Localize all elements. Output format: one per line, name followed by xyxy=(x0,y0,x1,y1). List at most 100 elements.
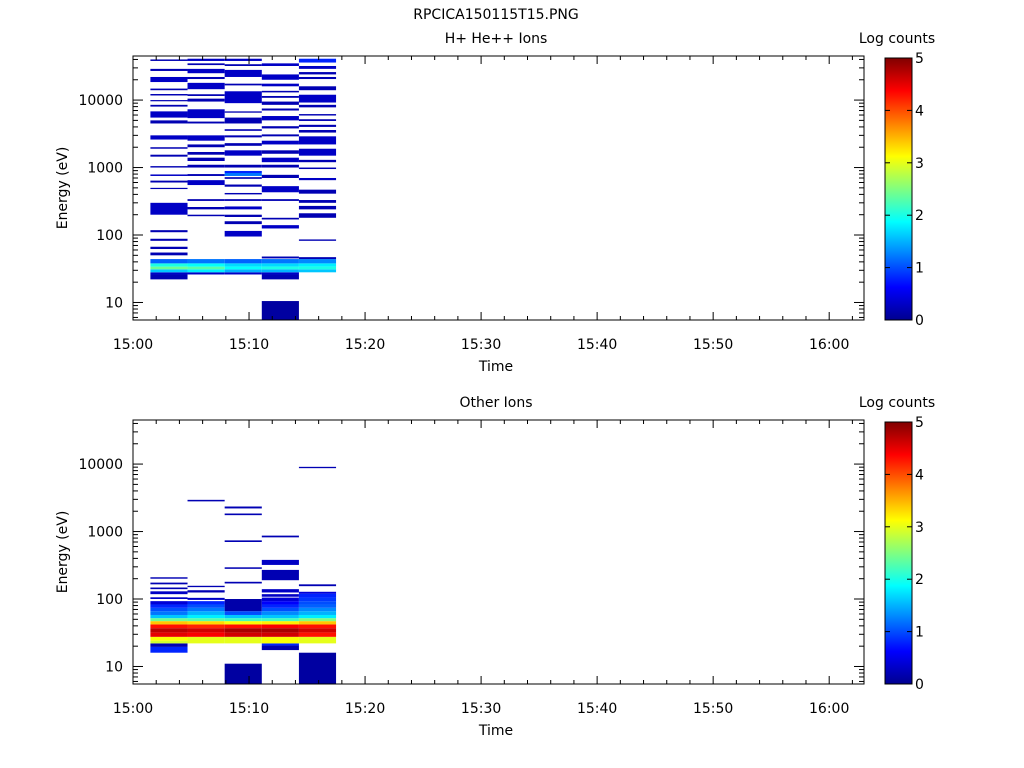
heatmap-cell xyxy=(187,174,225,176)
heatmap-cell xyxy=(224,64,262,66)
colorbar-tick-label: 3 xyxy=(915,156,924,172)
colorbar: 0 1 2 3 4 5 xyxy=(884,415,924,693)
heatmap-cell xyxy=(298,618,337,622)
heatmap-cell xyxy=(224,69,262,77)
heatmap-cell xyxy=(150,646,188,653)
heatmap-cell xyxy=(298,86,337,91)
x-tick-label: 15:20 xyxy=(345,701,385,717)
y-axis-label: Energy (eV) xyxy=(55,511,71,594)
heatmap-cell xyxy=(261,618,299,622)
heatmap-cell xyxy=(298,213,337,218)
heatmap-cell xyxy=(150,582,188,585)
heatmap-cell xyxy=(261,186,299,193)
heatmap-cell xyxy=(261,90,299,93)
heatmap-cell xyxy=(150,618,188,622)
heatmap-cell xyxy=(150,147,188,149)
heatmap-cell xyxy=(187,601,225,605)
heatmap-cell xyxy=(224,199,262,201)
heatmap-cell xyxy=(187,58,225,61)
heatmap-cell xyxy=(261,645,299,651)
heatmap-cell xyxy=(224,540,262,542)
heatmap-cell xyxy=(187,590,225,593)
heatmap-cell xyxy=(261,607,299,612)
heatmap-cell xyxy=(224,111,262,113)
heatmap-cell xyxy=(261,140,299,145)
heatmap-cell xyxy=(261,266,299,270)
heatmap-cell xyxy=(187,151,225,155)
heatmap-cell xyxy=(150,111,188,118)
heatmap-cell xyxy=(187,144,225,148)
heatmap-cell xyxy=(150,591,188,595)
heatmap-cell xyxy=(224,259,262,264)
heatmap-cell xyxy=(224,636,262,644)
heatmap-cell xyxy=(150,632,188,637)
heatmap-cell xyxy=(261,535,299,538)
heatmap-cell xyxy=(150,621,188,625)
heatmap-cell xyxy=(298,652,337,684)
y-tick-label: 10000 xyxy=(78,93,123,109)
heatmap-cell xyxy=(298,136,337,145)
x-axis-label: Time xyxy=(478,723,513,739)
heatmap-cell xyxy=(150,624,188,629)
heatmap-cell xyxy=(187,585,225,588)
heatmap-cell xyxy=(150,166,188,168)
heatmap-cell xyxy=(261,259,299,264)
heatmap-cell xyxy=(187,621,225,625)
heatmap-cell xyxy=(224,184,262,187)
heatmap-cell xyxy=(298,94,337,103)
heatmap-cell xyxy=(187,614,225,619)
heatmap-cell xyxy=(224,632,262,637)
heatmap-cell xyxy=(187,272,225,275)
y-axis-label: Energy (eV) xyxy=(55,147,71,230)
heatmap-cell xyxy=(261,174,299,178)
colorbar-tick-label: 4 xyxy=(915,467,924,483)
x-tick-label: 15:10 xyxy=(229,701,269,717)
heatmap-cell xyxy=(261,611,299,615)
x-tick-label: 16:00 xyxy=(809,337,849,353)
y-tick-label: 10 xyxy=(105,295,123,311)
heatmap-cell xyxy=(298,119,337,121)
heatmap-cell xyxy=(187,611,225,615)
heatmap-cell xyxy=(298,200,337,203)
heatmap-cell xyxy=(224,192,262,195)
heatmap-cell xyxy=(298,130,337,133)
heatmap-cell xyxy=(187,269,225,273)
heatmap-cells xyxy=(150,466,337,684)
x-tick-label: 15:30 xyxy=(461,337,501,353)
heatmap-cell xyxy=(261,108,299,111)
colorbar-tick-label: 5 xyxy=(915,51,924,67)
heatmap-cell xyxy=(261,636,299,644)
panel-other-ions: Other Ions Log counts 15:00 15:10 15:20 15:… xyxy=(55,395,935,739)
heatmap-cell xyxy=(187,607,225,612)
heatmap-cell xyxy=(224,263,262,267)
heatmap-cell xyxy=(224,164,262,168)
colorbar-tick-label: 1 xyxy=(915,625,924,641)
heatmap-cell xyxy=(224,599,262,612)
heatmap-cell xyxy=(187,76,225,80)
heatmap-cell xyxy=(187,199,225,201)
heatmap-cell xyxy=(150,597,188,600)
heatmap-cell xyxy=(150,120,188,124)
heatmap-cell xyxy=(261,157,299,163)
heatmap-cell xyxy=(150,246,188,250)
heatmap-cell xyxy=(150,643,188,647)
heatmap-cell xyxy=(187,180,225,186)
y-tick-label: 1000 xyxy=(87,525,123,541)
x-axis: 15:00 15:10 15:20 15:30 15:40 15:50 16:00 xyxy=(113,56,853,353)
heatmap-cell xyxy=(224,266,262,270)
heatmap-cell xyxy=(150,628,188,633)
heatmap-cell xyxy=(224,214,262,217)
colorbar-label: Log counts xyxy=(859,395,935,411)
heatmap-cell xyxy=(224,624,262,629)
heatmap-cell xyxy=(150,180,188,183)
heatmap-cell xyxy=(224,663,262,684)
heatmap-cell xyxy=(298,72,337,75)
heatmap-cell xyxy=(150,252,188,256)
heatmap-cell xyxy=(187,604,225,608)
heatmap-cell xyxy=(224,177,262,179)
heatmap-cell xyxy=(150,76,188,83)
colorbar-tick-label: 4 xyxy=(915,103,924,119)
heatmap-cell xyxy=(261,95,299,98)
heatmap-cell xyxy=(224,567,262,569)
heatmap-cell xyxy=(298,114,337,116)
